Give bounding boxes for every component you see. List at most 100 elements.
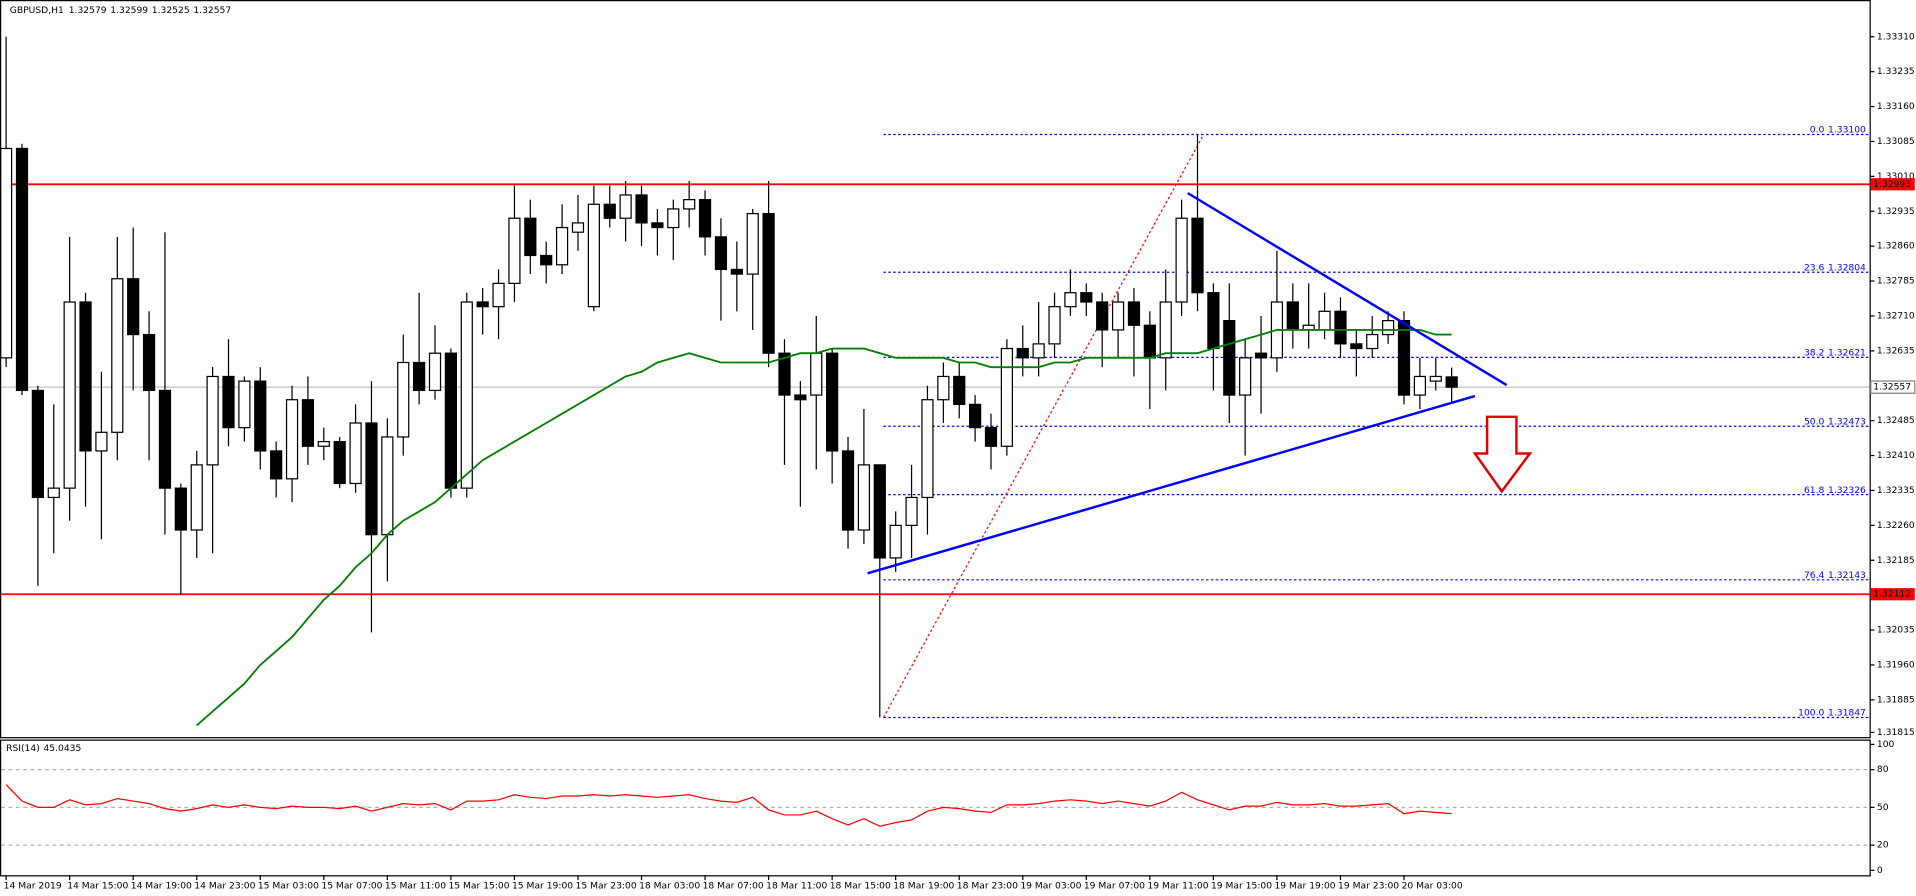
y-tick-label: 1.32710 <box>1877 310 1915 321</box>
candle-body <box>524 217 537 257</box>
fib-price: 1.32143 <box>1828 569 1866 580</box>
candle-body <box>413 361 426 392</box>
price-label: 1.32112 <box>1873 589 1911 600</box>
fib-level: 61.8 <box>1804 484 1825 495</box>
candle-body <box>841 450 855 531</box>
low: 1.32525 <box>152 4 190 15</box>
y-tick-label: 1.33160 <box>1877 101 1915 112</box>
candle-body <box>1413 375 1427 396</box>
candle-body <box>1286 301 1299 331</box>
x-tick-label: 19 Mar 07:00 <box>1084 881 1145 892</box>
rsi-y-tick-label: 100 <box>1877 739 1895 750</box>
candle-body <box>476 301 489 308</box>
fib-level-label: 0.0 1.33100 <box>1810 124 1866 135</box>
candle-body <box>111 278 124 433</box>
rsi-header: RSI(14) 45.0435 <box>6 743 81 754</box>
candle-body <box>349 422 362 485</box>
price-label: 1.32557 <box>1873 382 1911 393</box>
main-frame <box>0 0 1871 739</box>
candle-body <box>810 352 823 396</box>
candle-body <box>174 487 187 531</box>
symbol: GBPUSD,H1 <box>10 4 64 15</box>
candle-body <box>1429 375 1442 382</box>
candle-body <box>1080 292 1093 303</box>
candle-body <box>95 431 108 452</box>
y-tick-label: 1.33010 <box>1877 171 1915 182</box>
candle-body <box>158 389 172 489</box>
y-tick-label: 1.33085 <box>1877 136 1915 147</box>
y-tick-label: 1.32635 <box>1877 345 1915 356</box>
price-label-box <box>1870 178 1915 191</box>
candle-body <box>921 399 934 499</box>
moving-average <box>196 329 1452 727</box>
candle-body <box>428 352 442 392</box>
x-tick-label: 18 Mar 19:00 <box>893 881 954 892</box>
candle-body <box>317 440 330 447</box>
fib-trend <box>882 134 1205 718</box>
x-tick-label: 14 Mar 23:00 <box>194 881 255 892</box>
y-tick-label: 1.33235 <box>1877 66 1915 77</box>
high: 1.32599 <box>110 4 148 15</box>
fib-price: 1.32473 <box>1828 416 1866 427</box>
candle-body <box>1397 320 1411 396</box>
y-tick-label: 1.32260 <box>1877 520 1915 531</box>
fib-level: 76.4 <box>1804 569 1825 580</box>
candle-body <box>571 222 585 233</box>
fib-level: 100.0 <box>1798 707 1824 718</box>
close: 1.32557 <box>193 4 231 15</box>
candle-body <box>31 389 44 499</box>
x-tick-label: 18 Mar 11:00 <box>766 881 827 892</box>
y-tick-label: 1.32860 <box>1877 241 1915 252</box>
x-tick-label: 15 Mar 03:00 <box>258 881 319 892</box>
price-label-box <box>1870 380 1916 394</box>
candle-body <box>47 487 60 499</box>
y-tick-label: 1.32935 <box>1877 206 1915 217</box>
candle-body <box>492 282 505 308</box>
candle-body <box>730 268 743 275</box>
x-tick-label: 14 Mar 19:00 <box>131 881 192 892</box>
candle-body <box>190 464 203 531</box>
candle-body <box>365 422 378 536</box>
y-tick-label: 1.31960 <box>1877 659 1915 670</box>
fib-price: 1.32621 <box>1828 347 1866 358</box>
candle-body <box>1207 292 1220 350</box>
trendline <box>1187 192 1508 387</box>
candle-body <box>1223 320 1236 396</box>
fib-level-label: 61.8 1.32326 <box>1804 484 1866 495</box>
fib-price: 1.32804 <box>1828 262 1866 273</box>
rsi-y-tick-label: 20 <box>1877 840 1889 851</box>
candle-body <box>397 361 410 438</box>
candle-body <box>826 352 839 452</box>
x-tick-label: 19 Mar 15:00 <box>1211 881 1272 892</box>
candle-body <box>222 375 235 429</box>
y-tick-label: 1.31815 <box>1877 727 1915 738</box>
candle-body <box>460 301 473 489</box>
candle-body <box>1032 343 1045 359</box>
candle-body <box>555 226 569 266</box>
candle-body <box>1127 301 1141 326</box>
candle-body <box>714 236 728 271</box>
candle-body <box>63 301 76 489</box>
candle-body <box>1048 306 1061 345</box>
candle-body <box>301 399 315 447</box>
fib-level: 0.0 <box>1810 124 1825 135</box>
candle-body <box>127 278 140 336</box>
down-arrow <box>1472 415 1533 494</box>
candle-body <box>1239 357 1252 396</box>
x-tick-label: 19 Mar 03:00 <box>1020 881 1081 892</box>
candle-body <box>635 194 648 224</box>
x-tick-label: 15 Mar 11:00 <box>385 881 446 892</box>
x-tick-label: 15 Mar 07:00 <box>321 881 382 892</box>
candle-body <box>1254 352 1268 359</box>
candle-body <box>746 212 759 275</box>
candle-body <box>683 199 696 210</box>
candle-body <box>667 208 680 229</box>
x-tick-label: 15 Mar 15:00 <box>448 881 509 892</box>
x-tick-label: 18 Mar 07:00 <box>703 881 764 892</box>
y-tick-label: 1.32185 <box>1877 555 1915 566</box>
chart-header: GBPUSD,H1 1.32579 1.32599 1.32525 1.32557 <box>10 4 232 15</box>
